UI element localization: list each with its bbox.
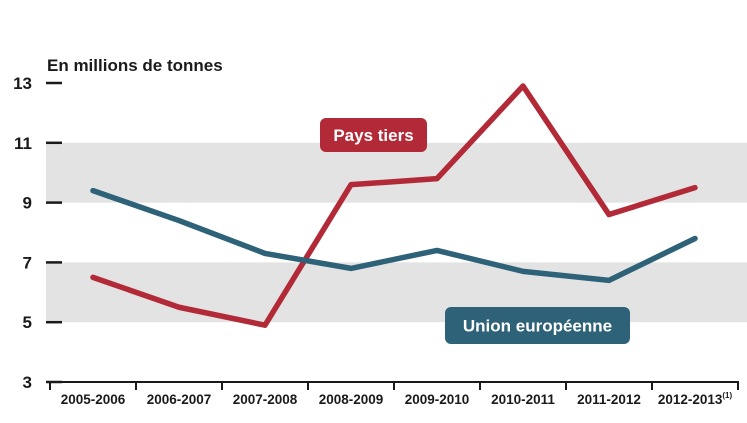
y-axis-unit-label: En millions de tonnes — [47, 56, 223, 75]
data-point — [176, 218, 182, 224]
x-tick-note: (1) — [722, 391, 732, 400]
x-tick-label: 2010-2011 — [491, 392, 555, 407]
data-point — [262, 322, 268, 328]
data-point — [434, 247, 440, 253]
data-point — [692, 185, 698, 191]
y-tick-label: 3 — [23, 373, 32, 392]
data-point — [606, 277, 612, 283]
x-axis-ticks: 2005-2006 2006-2007 2007-2008 2008-2009 2009… — [61, 391, 733, 407]
data-point — [520, 83, 526, 89]
data-point — [692, 235, 698, 241]
data-point — [348, 182, 354, 188]
x-tick-label: 2011-2012 — [577, 392, 641, 407]
y-tick-label: 7 — [23, 253, 32, 272]
x-tick-label: 2009-2010 — [405, 392, 470, 407]
grid-band — [46, 142, 747, 203]
y-axis-ticks: 3 5 7 9 11 13 — [13, 74, 62, 392]
series-lines — [90, 83, 698, 328]
y-tick-label: 5 — [23, 313, 32, 332]
series-label-1: Union européenne — [445, 307, 630, 344]
y-tick-label: 9 — [23, 194, 32, 213]
series-line-0 — [90, 83, 698, 328]
y-tick-label: 13 — [13, 74, 32, 93]
data-point — [348, 265, 354, 271]
series-line-1 — [90, 187, 698, 284]
data-point — [434, 176, 440, 182]
data-point — [90, 188, 96, 194]
series-label-text: Pays tiers — [333, 126, 413, 145]
series-label-box — [320, 118, 427, 152]
data-point — [90, 274, 96, 280]
axes — [46, 381, 739, 390]
series-label-box — [445, 307, 630, 344]
x-tick-label: 2006-2007 — [147, 392, 212, 407]
x-tick-label: 2007-2008 — [233, 392, 298, 407]
x-tick-label: 2012-2013(1) — [658, 391, 733, 407]
data-point — [176, 304, 182, 310]
data-point — [262, 250, 268, 256]
grid-band — [46, 262, 747, 323]
x-tick-label: 2008-2009 — [319, 392, 384, 407]
x-tick-label: 2005-2006 — [61, 392, 126, 407]
data-point — [606, 212, 612, 218]
y-tick-label: 11 — [14, 134, 32, 153]
series-labels: Pays tiers Union européenne — [320, 118, 630, 344]
data-point — [520, 268, 526, 274]
series-label-0: Pays tiers — [320, 118, 427, 152]
series-label-text: Union européenne — [463, 317, 612, 336]
